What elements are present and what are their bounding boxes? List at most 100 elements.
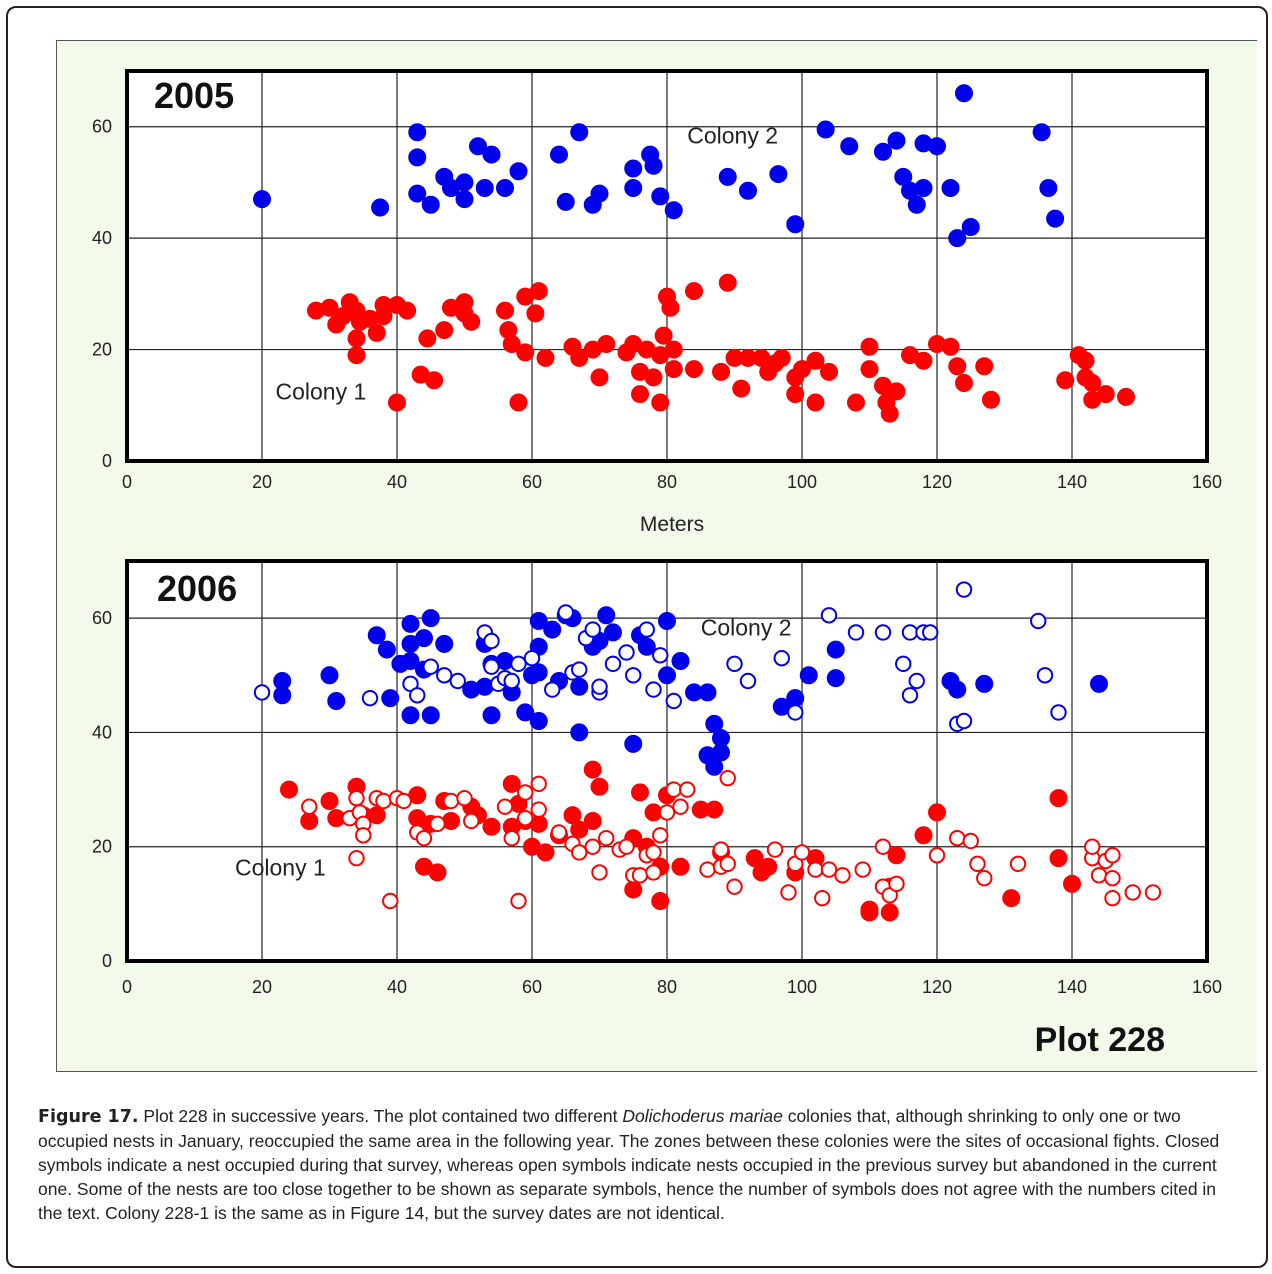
chart2-point-s4-59 [874,838,892,855]
chart1-point-s2-52 [685,360,703,379]
chart1-point-s2-30 [516,343,535,362]
chart2-point-s2-35 [820,607,838,624]
chart1-ytick-label-40: 40 [92,228,112,248]
chart1-point-s2-24 [462,312,481,331]
chart2-point-s4-37 [645,864,662,881]
chart1-xlabel: Meters [640,513,704,536]
chart1-point-s2-28 [509,393,528,412]
chart2-point-s4-19 [496,798,514,815]
chart-2005: 2005 0 20 40 60 80 100 120 140 160 0 20 40 60 Meters Co… [92,69,1222,536]
chart2-point-s2-24 [604,655,622,673]
chart1-xtick-label-160: 160 [1192,472,1222,492]
chart1-point-s2-11 [367,323,386,342]
chart2-point-s1-46 [671,652,690,670]
chart1-point-s2-2 [320,298,339,317]
chart1-point-s1-29 [769,165,788,184]
chart2-point-s1-48 [698,683,717,702]
chart2-point-s4-53 [793,844,811,861]
chart2-point-s1-17 [435,634,454,653]
chart1-point-s1-41 [941,179,960,197]
chart2-point-s2-26 [625,667,642,684]
chart2-point-s1-13 [415,629,433,648]
chart2-point-s4-22 [517,809,534,827]
chart2-point-s4-39 [652,827,669,844]
chart2-point-s4-18 [463,812,480,830]
chart2-point-s4-24 [530,775,547,793]
chart1-annotation-1: Colony 2 [687,122,778,148]
chart1-point-s2-47 [654,326,673,345]
chart2-point-s4-25 [530,801,547,818]
chart2-point-s4-73 [1104,847,1121,864]
chart1-xtick-label-60: 60 [522,472,542,492]
chart2-point-s4-66 [969,855,986,873]
chart2-plot-border [125,559,1209,963]
chart2-point-s1-44 [658,612,676,630]
chart1-ytick-label-0: 0 [102,451,112,471]
chart2-point-s4-40 [658,804,676,821]
chart1-point-s1-28 [739,181,757,200]
chart2-point-s1-61 [975,674,994,693]
chart2-point-s2-39 [901,624,919,641]
chart1-point-s1-12 [475,179,494,197]
chart2-point-s2-21 [584,621,601,638]
chart2-point-s1-2 [273,686,292,705]
chart2-point-s4-26 [550,824,568,841]
chart1-point-s2-23 [455,293,474,312]
chart2-point-s4-45 [712,841,730,858]
chart1-point-s2-32 [529,282,548,301]
chart1-xtick-label-80: 80 [657,472,677,492]
chart2-point-s2-36 [847,624,865,641]
chart2-xtick-label-160: 160 [1192,977,1222,997]
chart2-point-s4-41 [665,781,682,798]
chart2-point-s3-50 [880,903,899,922]
chart2-ytick-label-20: 20 [92,837,112,857]
chart2-point-s4-28 [571,844,588,861]
chart2-point-s4-44 [699,861,716,878]
chart1-point-s2-77 [914,351,933,370]
chart2-point-s4-75 [1104,889,1121,907]
chart2-point-s1-11 [401,652,420,670]
chart1-point-s2-62 [772,348,791,367]
chart1-point-s1-30 [786,215,805,234]
chart2-point-s3-49 [860,903,879,922]
chart2-point-s4-74 [1104,869,1121,887]
chart2-point-s3-33 [631,783,649,802]
chart2-point-s4-33 [618,838,635,855]
chart1-point-s2-9 [347,346,366,365]
chart1-point-s1-37 [907,195,926,214]
chart2-point-s2-48 [1036,667,1054,684]
chart2-point-s1-31 [543,620,562,639]
chart1-point-s2-35 [570,348,589,367]
chart1-point-s2-42 [631,385,649,404]
chart2-point-s4-51 [780,884,797,901]
chart2-point-s4-9 [375,792,392,810]
chart2-point-s4-65 [962,832,979,850]
chart2-point-s2-25 [618,644,635,661]
chart2-point-s3-39 [671,857,690,876]
chart2-point-s2-27 [638,621,655,638]
chart2-point-s3-54 [928,803,946,822]
chart2-point-s4-62 [888,875,905,893]
chart2-point-s3-58 [1063,874,1081,893]
caption-label: Figure 17. [38,1107,139,1127]
chart2-ytick-label-60: 60 [92,608,112,628]
chart2-point-s2-41 [908,672,925,690]
chart2-point-s1-57 [826,640,845,659]
chart1-point-s2-15 [388,393,406,412]
chart1-point-s1-14 [496,179,514,197]
chart1-point-s1-10 [455,190,474,209]
chart2-point-s1-27 [529,612,548,630]
chart2-point-s4-77 [1144,884,1162,901]
chart1-point-s1-20 [590,184,609,203]
chart2-point-s2-38 [895,655,912,673]
chart2-annotation-2: Colony 1 [235,854,326,880]
chart2-point-s4-12 [395,792,412,810]
chart1-point-s2-33 [536,348,555,367]
chart2-xtick-label-100: 100 [787,977,817,997]
chart2-point-s2-33 [773,649,790,667]
chart1-xtick-label-140: 140 [1057,472,1087,492]
chart2-point-s2-28 [645,681,662,698]
chart2-point-s2-7 [449,672,466,690]
chart1-point-s1-22 [624,179,643,197]
chart2-point-s4-10 [382,892,399,910]
